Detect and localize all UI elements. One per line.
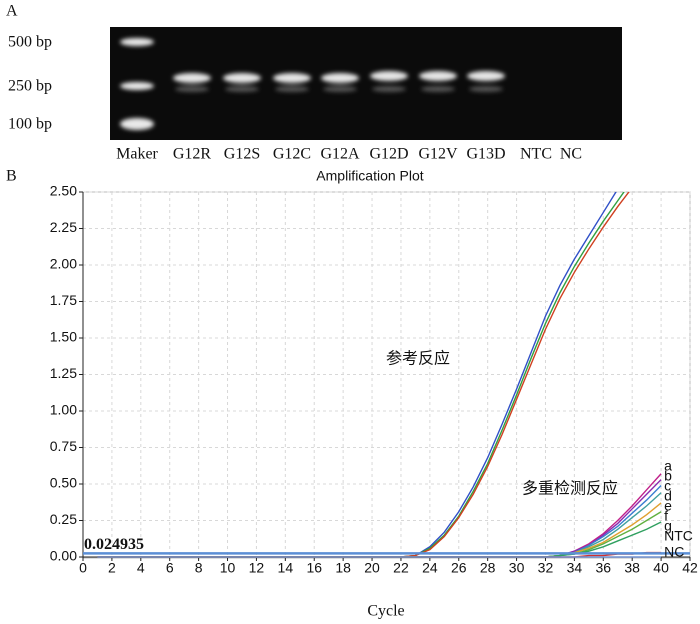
sample-band (273, 73, 311, 83)
series-label: NC (664, 544, 684, 560)
y-tick-label: 1.25 (50, 365, 77, 381)
series-label: f (664, 508, 668, 524)
y-tick-label: 1.00 (50, 402, 77, 418)
threshold-label: 0.024935 (84, 536, 144, 553)
x-tick-label: 12 (249, 560, 265, 576)
marker-label: 500 bp (8, 34, 52, 51)
x-tick-label: 30 (509, 560, 525, 576)
y-tick-label: 2.00 (50, 256, 77, 272)
marker-band (120, 82, 154, 90)
sample-band (223, 73, 261, 83)
gel (110, 27, 622, 140)
y-tick-label: 1.50 (50, 329, 77, 345)
x-tick-label: 22 (393, 560, 409, 576)
sample-band (467, 71, 505, 81)
primer-band (421, 86, 455, 92)
primer-band (275, 86, 309, 92)
lane-label: G12C (273, 146, 311, 163)
lane-label: G12A (320, 146, 360, 163)
y-tick-label: 0.50 (50, 475, 77, 491)
marker-band (120, 118, 154, 130)
y-tick-label: 1.75 (50, 292, 77, 308)
marker-label: 250 bp (8, 78, 52, 95)
primer-band (175, 86, 209, 92)
y-tick-label: 0.00 (50, 548, 77, 564)
series-label: a (664, 458, 672, 474)
x-tick-label: 16 (306, 560, 322, 576)
x-tick-label: 40 (653, 560, 669, 576)
lane-label: Maker (116, 146, 158, 163)
y-tick-label: 2.25 (50, 219, 77, 235)
series-label: b (664, 468, 672, 484)
y-tick-label: 0.75 (50, 438, 77, 454)
lane-label: G12V (418, 146, 458, 163)
x-tick-label: 14 (278, 560, 294, 576)
marker-band (120, 38, 154, 46)
x-tick-label: 42 (682, 560, 698, 576)
gel-labels: 500 bp 250 bp 100 bp Maker G12R G12S G12C G12A G… (8, 34, 582, 163)
x-tick-label: 20 (364, 560, 380, 576)
annotation: 参考反应 (386, 349, 450, 368)
sample-band (419, 71, 457, 81)
x-tick-label: 26 (451, 560, 467, 576)
x-tick-label: 18 (335, 560, 351, 576)
y-tick-label: 0.25 (50, 511, 77, 527)
y-tick-label: 2.50 (50, 183, 77, 199)
lane-label: G12D (369, 146, 408, 163)
lane-label: G12S (224, 146, 260, 163)
sample-band (173, 73, 211, 83)
x-tick-label: 10 (220, 560, 236, 576)
x-tick-label: 6 (166, 560, 174, 576)
primer-band (469, 86, 503, 92)
x-tick-label: 0 (79, 560, 87, 576)
series-label: c (664, 478, 671, 494)
lane-label: NTC (520, 146, 552, 163)
sample-band (321, 73, 359, 83)
x-axis-label: Cycle (367, 603, 404, 620)
x-tick-label: 4 (137, 560, 145, 576)
marker-label: 100 bp (8, 116, 52, 133)
x-tick-label: 36 (595, 560, 611, 576)
x-tick-label: 24 (422, 560, 438, 576)
panel-label: A (6, 3, 18, 20)
plot: 0 2 4 6 8 10 12 14 16 18 20 22 24 26 28 30 32 34 36 38 40 420… (50, 183, 698, 576)
sample-band (370, 71, 408, 81)
lane-label: G12R (173, 146, 212, 163)
gel-bands (120, 38, 505, 130)
lane-label: G13D (466, 146, 505, 163)
primer-band (372, 86, 406, 92)
lane-label: NC (560, 146, 582, 163)
x-tick-label: 8 (195, 560, 203, 576)
primer-band (225, 86, 259, 92)
annotation: 多重检测反应 (522, 479, 618, 498)
x-tick-label: 32 (538, 560, 554, 576)
series-label: d (664, 488, 672, 504)
chart-title: Amplification Plot (316, 168, 423, 184)
x-tick-label: 28 (480, 560, 496, 576)
series-label: g (664, 518, 672, 534)
x-tick-label: 34 (567, 560, 583, 576)
panel-label: B (6, 168, 17, 185)
x-tick-label: 2 (108, 560, 116, 576)
series-label: e (664, 498, 672, 514)
series-label: NTC (664, 528, 693, 544)
primer-band (323, 86, 357, 92)
x-tick-label: 38 (624, 560, 640, 576)
